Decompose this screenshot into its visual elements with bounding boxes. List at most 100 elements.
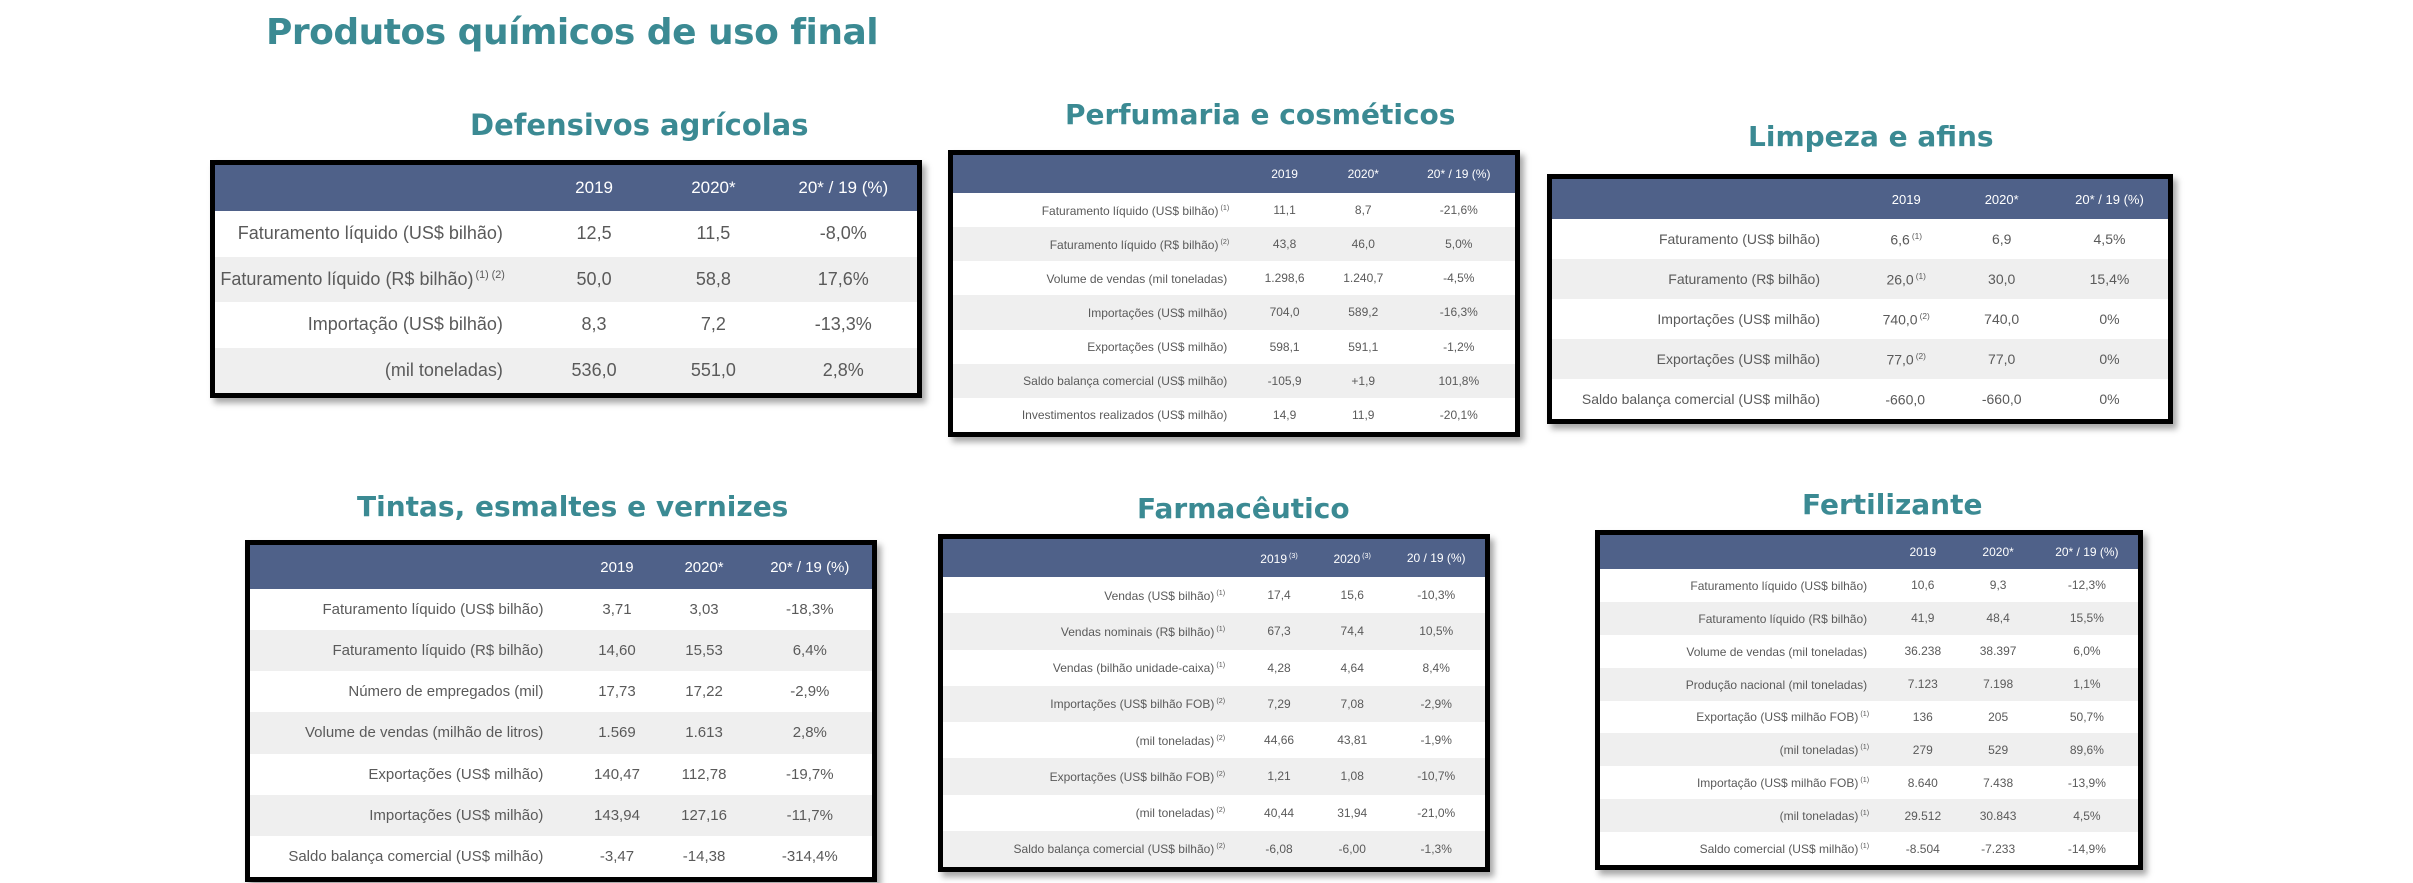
panel-title-tintas: Tintas, esmaltes e vernizes <box>357 490 789 523</box>
value-2019: -6,08 <box>1265 841 1293 856</box>
value-2020: 4,64 <box>1340 660 1364 675</box>
value-variation: 6,0% <box>2073 644 2101 659</box>
table-row: Volume de vendas (mil toneladas) 1.298,6… <box>953 261 1515 295</box>
row-label: Importação (US$ milhão FOB) (1) <box>1696 775 1870 791</box>
panel-title-defensivos: Defensivos agrícolas <box>470 108 809 142</box>
table-row: Número de empregados (mil) 17,73 17,22 -… <box>250 671 872 712</box>
value-variation: 2,8% <box>822 359 864 380</box>
value-variation: -8,0% <box>819 223 867 244</box>
row-label: Importações (US$ milhão) <box>1657 311 1821 327</box>
value-variation: -21,6% <box>1439 203 1478 218</box>
row-label: Exportações (US$ milhão) <box>1656 351 1821 367</box>
value-2020: 74,4 <box>1340 624 1364 639</box>
value-variation: -18,3% <box>786 601 834 619</box>
table-row: Importações (US$ milhão) 704,0 589,2 -16… <box>953 295 1515 330</box>
row-label: Saldo balança comercial (US$ bilhão) (2) <box>1013 841 1226 857</box>
table-row: Exportações (US$ milhão) 77,0 (2) 77,0 0% <box>1552 339 2168 379</box>
value-2019: 40,44 <box>1264 805 1295 820</box>
header-2020: 2020* <box>684 558 724 576</box>
value-2020: 7.438 <box>1983 775 2014 790</box>
table-row: (mil toneladas) (2) 40,44 31,94 -21,0% <box>943 795 1485 831</box>
value-2019: -660,0 <box>1885 391 1926 408</box>
value-2019: 43,8 <box>1272 237 1297 252</box>
value-variation: -2,9% <box>1420 696 1452 711</box>
table-row: Importações (US$ bilhão FOB) (2) 7,29 7,0… <box>943 685 1485 722</box>
row-label: Faturamento líquido (R$ bilhão) (2) <box>1049 236 1230 252</box>
value-variation: 0% <box>2099 351 2120 367</box>
value-2019: 29.512 <box>1904 808 1942 823</box>
table-tintas: 2019 2020* 20* / 19 (%) Faturamento líqu… <box>245 540 877 882</box>
value-variation: 50,7% <box>2069 709 2104 724</box>
value-variation: -11,7% <box>786 806 833 824</box>
row-label: Saldo comercial (US$ milhão) (1) <box>1699 841 1870 856</box>
value-2019: 6,6 (1) <box>1890 230 1923 248</box>
table-tintas-grid: 2019 2020* 20* / 19 (%) Faturamento líqu… <box>250 545 872 877</box>
table-row: Saldo balança comercial (US$ milhão) -66… <box>1552 379 2168 419</box>
row-label: Volume de vendas (mil toneladas) <box>1686 644 1868 659</box>
table-row: Faturamento líquido (US$ bilhão) 10,6 9,… <box>1600 569 2138 602</box>
table-row: Volume de vendas (milhão de litros) 1.56… <box>250 712 872 754</box>
value-variation: 6,4% <box>792 642 827 660</box>
value-2019: -3,47 <box>599 847 635 865</box>
row-label: Número de empregados (mil) <box>348 683 544 701</box>
value-2019: 536,0 <box>571 359 617 380</box>
row-label: Faturamento líquido (R$ bilhão) <box>332 642 544 660</box>
table-row: Investimentos realizados (US$ milhão) 14… <box>953 398 1515 432</box>
table-row: Vendas nominais (R$ bilhão) (1) 67,3 74,4… <box>943 613 1485 650</box>
row-label: Importações (US$ milhão) <box>369 806 544 824</box>
row-label: Saldo balança comercial (US$ milhão) <box>1023 374 1228 389</box>
table-row: Saldo comercial (US$ milhão) (1) -8.504 -… <box>1600 832 2138 865</box>
table-row: Saldo balança comercial (US$ bilhão) (2) … <box>943 830 1485 867</box>
value-2020: 591,1 <box>1348 339 1379 354</box>
row-label: Saldo balança comercial (US$ milhão) <box>288 847 544 865</box>
table-row: (mil toneladas) 536,0 551,0 2,8% <box>215 347 917 393</box>
row-label: Investimentos realizados (US$ milhão) <box>1021 408 1228 423</box>
row-label: Saldo balança comercial (US$ milhão) <box>1581 391 1821 407</box>
value-2019: 7,29 <box>1267 696 1291 711</box>
value-2020: 30.843 <box>1979 808 2017 823</box>
value-2020: 43,81 <box>1337 733 1368 748</box>
row-label: Exportações (US$ bilhão FOB) (2) <box>1049 768 1226 784</box>
value-variation: -314,4% <box>781 847 838 865</box>
row-label: Volume de vendas (milhão de litros) <box>304 724 544 742</box>
row-label: Vendas (bilhão unidade-caixa) (1) <box>1052 660 1226 676</box>
value-variation: 17,6% <box>817 268 869 289</box>
table-row: Importação (US$ bilhão) 8,3 7,2 -13,3% <box>215 302 917 348</box>
header-variation: 20 / 19 (%) <box>1406 551 1466 565</box>
value-2020: 1.240,7 <box>1343 271 1384 286</box>
header-label <box>1600 535 1885 569</box>
header-2019: 2019 <box>1271 167 1298 181</box>
value-2019: 17,4 <box>1267 588 1291 603</box>
table-row: Faturamento líquido (US$ bilhão) 12,5 11… <box>215 211 917 257</box>
value-variation: 2,8% <box>792 724 827 742</box>
value-2019: 704,0 <box>1269 305 1300 320</box>
table-row: Importações (US$ milhão) 143,94 127,16 -… <box>250 794 872 836</box>
value-2019: 1.569 <box>598 724 636 742</box>
row-label: Faturamento líquido (US$ bilhão) <box>237 223 503 244</box>
row-label: Volume de vendas (mil toneladas) <box>1046 271 1228 286</box>
row-label: Vendas nominais (R$ bilhão) (1) <box>1060 623 1226 639</box>
table-row: Saldo balança comercial (US$ milhão) -3,… <box>250 836 872 877</box>
row-label: Vendas (US$ bilhão) (1) <box>1104 587 1226 603</box>
row-label: (mil toneladas) (2) <box>1135 732 1226 748</box>
value-variation: -13,9% <box>2067 775 2106 790</box>
table-row: Faturamento líquido (US$ bilhão) 3,71 3,… <box>250 589 872 630</box>
table-limpeza: 2019 2020* 20* / 19 (%) Faturamento (US$… <box>1547 174 2173 424</box>
header-2020: 2020 (3) <box>1333 550 1371 566</box>
value-2020: 11,9 <box>1352 407 1375 422</box>
value-variation: 15,5% <box>2069 611 2104 626</box>
header-label <box>943 539 1241 577</box>
value-variation: -10,3% <box>1417 588 1456 603</box>
table-row: (mil toneladas) (1) 29.512 30.843 4,5% <box>1600 799 2138 832</box>
value-2019: 50,0 <box>576 268 612 289</box>
header-2019: 2019 <box>1909 545 1937 559</box>
table-row: Importação (US$ milhão FOB) (1) 8.640 7.4… <box>1600 766 2138 799</box>
value-2019: -8.504 <box>1905 841 1940 856</box>
value-2019: 26,0 (1) <box>1886 270 1926 288</box>
header-2020: 2020* <box>1982 545 2014 559</box>
header-label <box>953 155 1245 193</box>
value-2020: -7.233 <box>1981 841 2016 856</box>
value-2020: 48,4 <box>1986 611 2010 626</box>
value-2019: 11,1 <box>1273 203 1296 218</box>
value-2019: 136 <box>1912 709 1933 724</box>
